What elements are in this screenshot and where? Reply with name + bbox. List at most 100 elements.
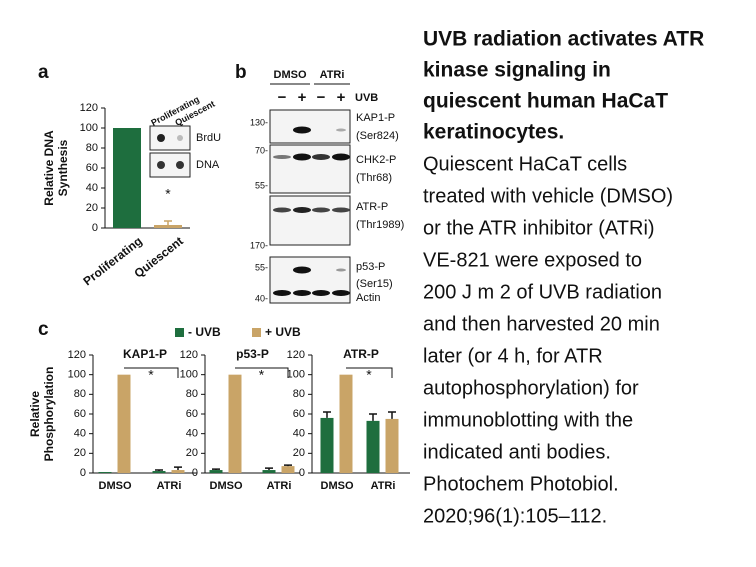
y-tick-label: 20 <box>186 447 198 459</box>
band-label: (Ser824) <box>356 130 399 142</box>
bar <box>339 374 353 473</box>
caption-body: or the ATR inhibitor (ATRi) <box>423 217 655 239</box>
x-tick-label: DMSO <box>99 480 132 492</box>
band <box>312 154 330 160</box>
marker: 70- <box>255 145 268 155</box>
caption-body: autophosphorylation) for <box>423 377 639 399</box>
x-tick-label: ATRi <box>371 480 396 492</box>
band <box>336 268 346 272</box>
caption-body: VE-821 were exposed to <box>423 249 642 271</box>
caption-body: Quiescent HaCaT cells <box>423 153 627 175</box>
bracket <box>346 367 393 378</box>
band <box>293 126 311 134</box>
panel-label: c <box>38 319 49 340</box>
band <box>312 290 330 296</box>
error-bar <box>155 469 163 472</box>
bar <box>262 470 276 473</box>
y-tick-label: 40 <box>186 428 198 440</box>
x-tick-label: DMSO <box>321 480 354 492</box>
y-tick-label: 0 <box>299 467 305 479</box>
panel-label: a <box>38 62 49 83</box>
bar <box>366 420 380 473</box>
caption-title: UVB radiation activates ATR <box>423 28 704 51</box>
y-axis-label: Synthesis <box>56 139 70 196</box>
caption-title: keratinocytes. <box>423 121 564 144</box>
y-tick-label: 20 <box>86 202 98 214</box>
chart-title: ATR-P <box>343 347 379 361</box>
band-label: Actin <box>356 292 380 304</box>
y-tick-label: 100 <box>180 369 198 381</box>
legend-swatch <box>175 328 184 337</box>
inset-row: DNA <box>196 159 220 171</box>
legend-label: + UVB <box>265 325 301 339</box>
y-tick-label: 60 <box>86 162 98 174</box>
panel-label: b <box>235 62 247 83</box>
dot-box <box>149 125 191 151</box>
marker: 40- <box>255 293 268 303</box>
y-tick-label: 80 <box>186 388 198 400</box>
condition-label: DMSO <box>274 69 307 81</box>
y-tick-label: 120 <box>287 349 305 361</box>
y-tick-label: 100 <box>80 122 98 134</box>
band-label: KAP1-P <box>356 112 395 124</box>
caption-body: 200 J m 2 of UVB radiation <box>423 281 662 303</box>
bar <box>154 225 182 228</box>
x-tick-label: DMSO <box>210 480 243 492</box>
band-label: ATR-P <box>356 201 388 213</box>
blot-box <box>269 256 351 304</box>
bar <box>209 470 223 473</box>
x-tick-label: ATRi <box>157 480 182 492</box>
lane-label: − <box>278 89 287 106</box>
y-tick-label: 40 <box>86 182 98 194</box>
error-bar <box>212 468 220 471</box>
bar <box>171 470 185 473</box>
annotation: * <box>165 186 171 202</box>
y-tick-label: 0 <box>92 222 98 234</box>
legend-label: - UVB <box>188 325 221 339</box>
y-tick-label: 60 <box>186 408 198 420</box>
caption-title: quiescent human HaCaT <box>423 90 668 113</box>
y-tick-label: 0 <box>80 467 86 479</box>
marker: 55- <box>255 180 268 190</box>
band <box>293 207 311 213</box>
blot-image <box>269 83 351 304</box>
inset-row: BrdU <box>196 132 221 144</box>
error-bar <box>265 467 273 471</box>
lane-label: + <box>337 89 346 106</box>
caption-body: and then harvested 20 min <box>423 313 660 335</box>
caption-body: indicated anti bodies. <box>423 441 611 463</box>
bar <box>113 128 141 228</box>
annotation: * <box>366 367 372 383</box>
band <box>332 207 350 213</box>
band-label: (Ser15) <box>356 278 393 290</box>
lane-label: − <box>317 89 326 106</box>
band <box>293 153 311 161</box>
caption-body: later (or 4 h, for ATR <box>423 345 603 367</box>
band <box>293 266 311 274</box>
error-bar <box>284 464 292 467</box>
caption-title: kinase signaling in <box>423 59 611 82</box>
y-tick-label: 20 <box>74 447 86 459</box>
y-tick-label: 80 <box>293 388 305 400</box>
marker: 170- <box>250 240 268 250</box>
bar <box>228 374 242 473</box>
marker: 55- <box>255 262 268 272</box>
error-bar <box>164 220 172 225</box>
y-tick-label: 60 <box>293 408 305 420</box>
y-tick-label: 40 <box>293 428 305 440</box>
y-axis-label: Phosphorylation <box>42 367 56 462</box>
annotation: * <box>148 367 154 383</box>
error-bar <box>323 411 331 418</box>
band-label: CHK2-P <box>356 154 396 166</box>
chart-title: p53-P <box>236 347 269 361</box>
error-bar <box>388 411 396 419</box>
y-tick-label: 100 <box>287 369 305 381</box>
y-tick-label: 80 <box>86 142 98 154</box>
y-tick-label: 0 <box>192 467 198 479</box>
dot <box>176 161 184 169</box>
caption-body: 2020;96(1):105–112. <box>423 505 607 527</box>
y-tick-label: 40 <box>74 428 86 440</box>
y-axis-label: Relative <box>28 391 42 437</box>
chart-title: KAP1-P <box>123 347 167 361</box>
